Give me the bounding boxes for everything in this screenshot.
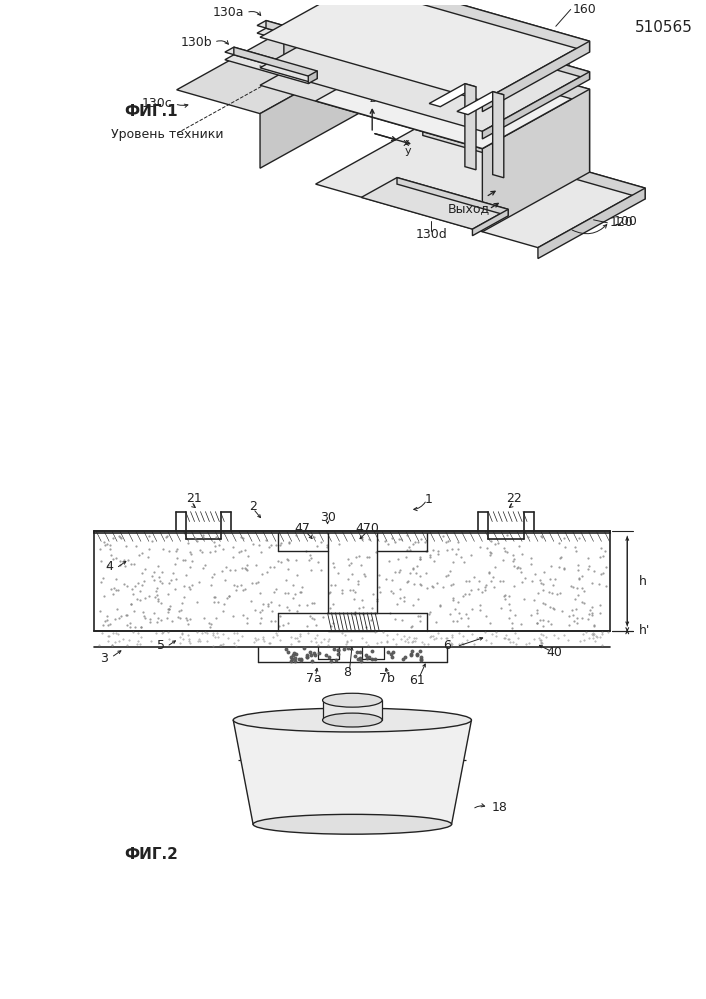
Polygon shape (423, 125, 645, 199)
Polygon shape (176, 30, 367, 114)
Text: ФИГ.2: ФИГ.2 (124, 846, 178, 861)
Text: 47: 47 (295, 522, 311, 535)
Polygon shape (284, 30, 367, 109)
Text: 1/6: 1/6 (336, 58, 365, 76)
Polygon shape (367, 0, 590, 52)
Text: h: h (639, 574, 647, 587)
Ellipse shape (253, 814, 452, 834)
Text: 22: 22 (506, 493, 522, 505)
Text: z: z (369, 94, 375, 104)
Polygon shape (234, 47, 317, 79)
Text: 150: 150 (419, 8, 443, 21)
Text: h': h' (639, 624, 650, 637)
Text: 8: 8 (343, 666, 352, 679)
Text: 2: 2 (249, 500, 257, 513)
Text: 7b: 7b (379, 672, 395, 685)
Polygon shape (225, 47, 317, 76)
Polygon shape (257, 21, 349, 49)
Polygon shape (482, 89, 590, 232)
Text: 130a: 130a (213, 6, 244, 19)
Polygon shape (225, 55, 317, 84)
Text: 100: 100 (614, 216, 638, 229)
Text: 3: 3 (100, 652, 108, 665)
Polygon shape (323, 700, 382, 720)
Polygon shape (316, 51, 572, 149)
Text: 5: 5 (157, 639, 164, 652)
Text: 120: 120 (609, 217, 633, 230)
Text: 40: 40 (546, 646, 562, 659)
Polygon shape (266, 21, 349, 52)
Text: 160: 160 (573, 3, 597, 16)
Text: 6: 6 (443, 639, 450, 652)
Polygon shape (260, 26, 590, 149)
Ellipse shape (323, 693, 382, 707)
Polygon shape (493, 92, 504, 178)
Text: 470: 470 (355, 522, 379, 535)
Polygon shape (340, 44, 349, 57)
Polygon shape (472, 210, 508, 236)
Text: 130d: 130d (415, 228, 447, 241)
Polygon shape (260, 54, 367, 168)
Polygon shape (361, 178, 508, 229)
Polygon shape (260, 0, 590, 101)
Ellipse shape (233, 708, 472, 732)
Polygon shape (538, 188, 645, 259)
Text: 30: 30 (320, 511, 335, 524)
Ellipse shape (323, 713, 382, 727)
Polygon shape (257, 28, 349, 57)
Text: 1: 1 (425, 494, 433, 506)
Polygon shape (316, 125, 645, 248)
Polygon shape (367, 8, 590, 79)
Polygon shape (309, 71, 317, 84)
Text: Уровень техники: Уровень техники (111, 128, 224, 141)
Text: ФИГ.1: ФИГ.1 (124, 104, 178, 119)
Polygon shape (397, 178, 508, 216)
Polygon shape (465, 84, 476, 170)
Text: 4: 4 (105, 559, 113, 572)
Text: y: y (405, 146, 411, 156)
Polygon shape (482, 41, 590, 112)
Text: 140: 140 (332, 7, 355, 20)
Text: Выход: Выход (448, 203, 490, 216)
Text: 21: 21 (186, 493, 201, 505)
Text: 130c: 130c (142, 97, 173, 110)
Text: 110: 110 (548, 61, 572, 74)
Polygon shape (429, 84, 476, 107)
Polygon shape (233, 720, 472, 824)
Polygon shape (367, 26, 590, 172)
Polygon shape (260, 8, 590, 131)
Text: x: x (402, 138, 409, 148)
Polygon shape (457, 92, 504, 115)
Text: 510565: 510565 (635, 20, 693, 35)
Text: 7a: 7a (306, 672, 321, 685)
Polygon shape (482, 72, 590, 139)
Text: 61: 61 (409, 674, 425, 687)
Text: 18: 18 (491, 801, 507, 814)
Text: 130b: 130b (180, 36, 212, 49)
